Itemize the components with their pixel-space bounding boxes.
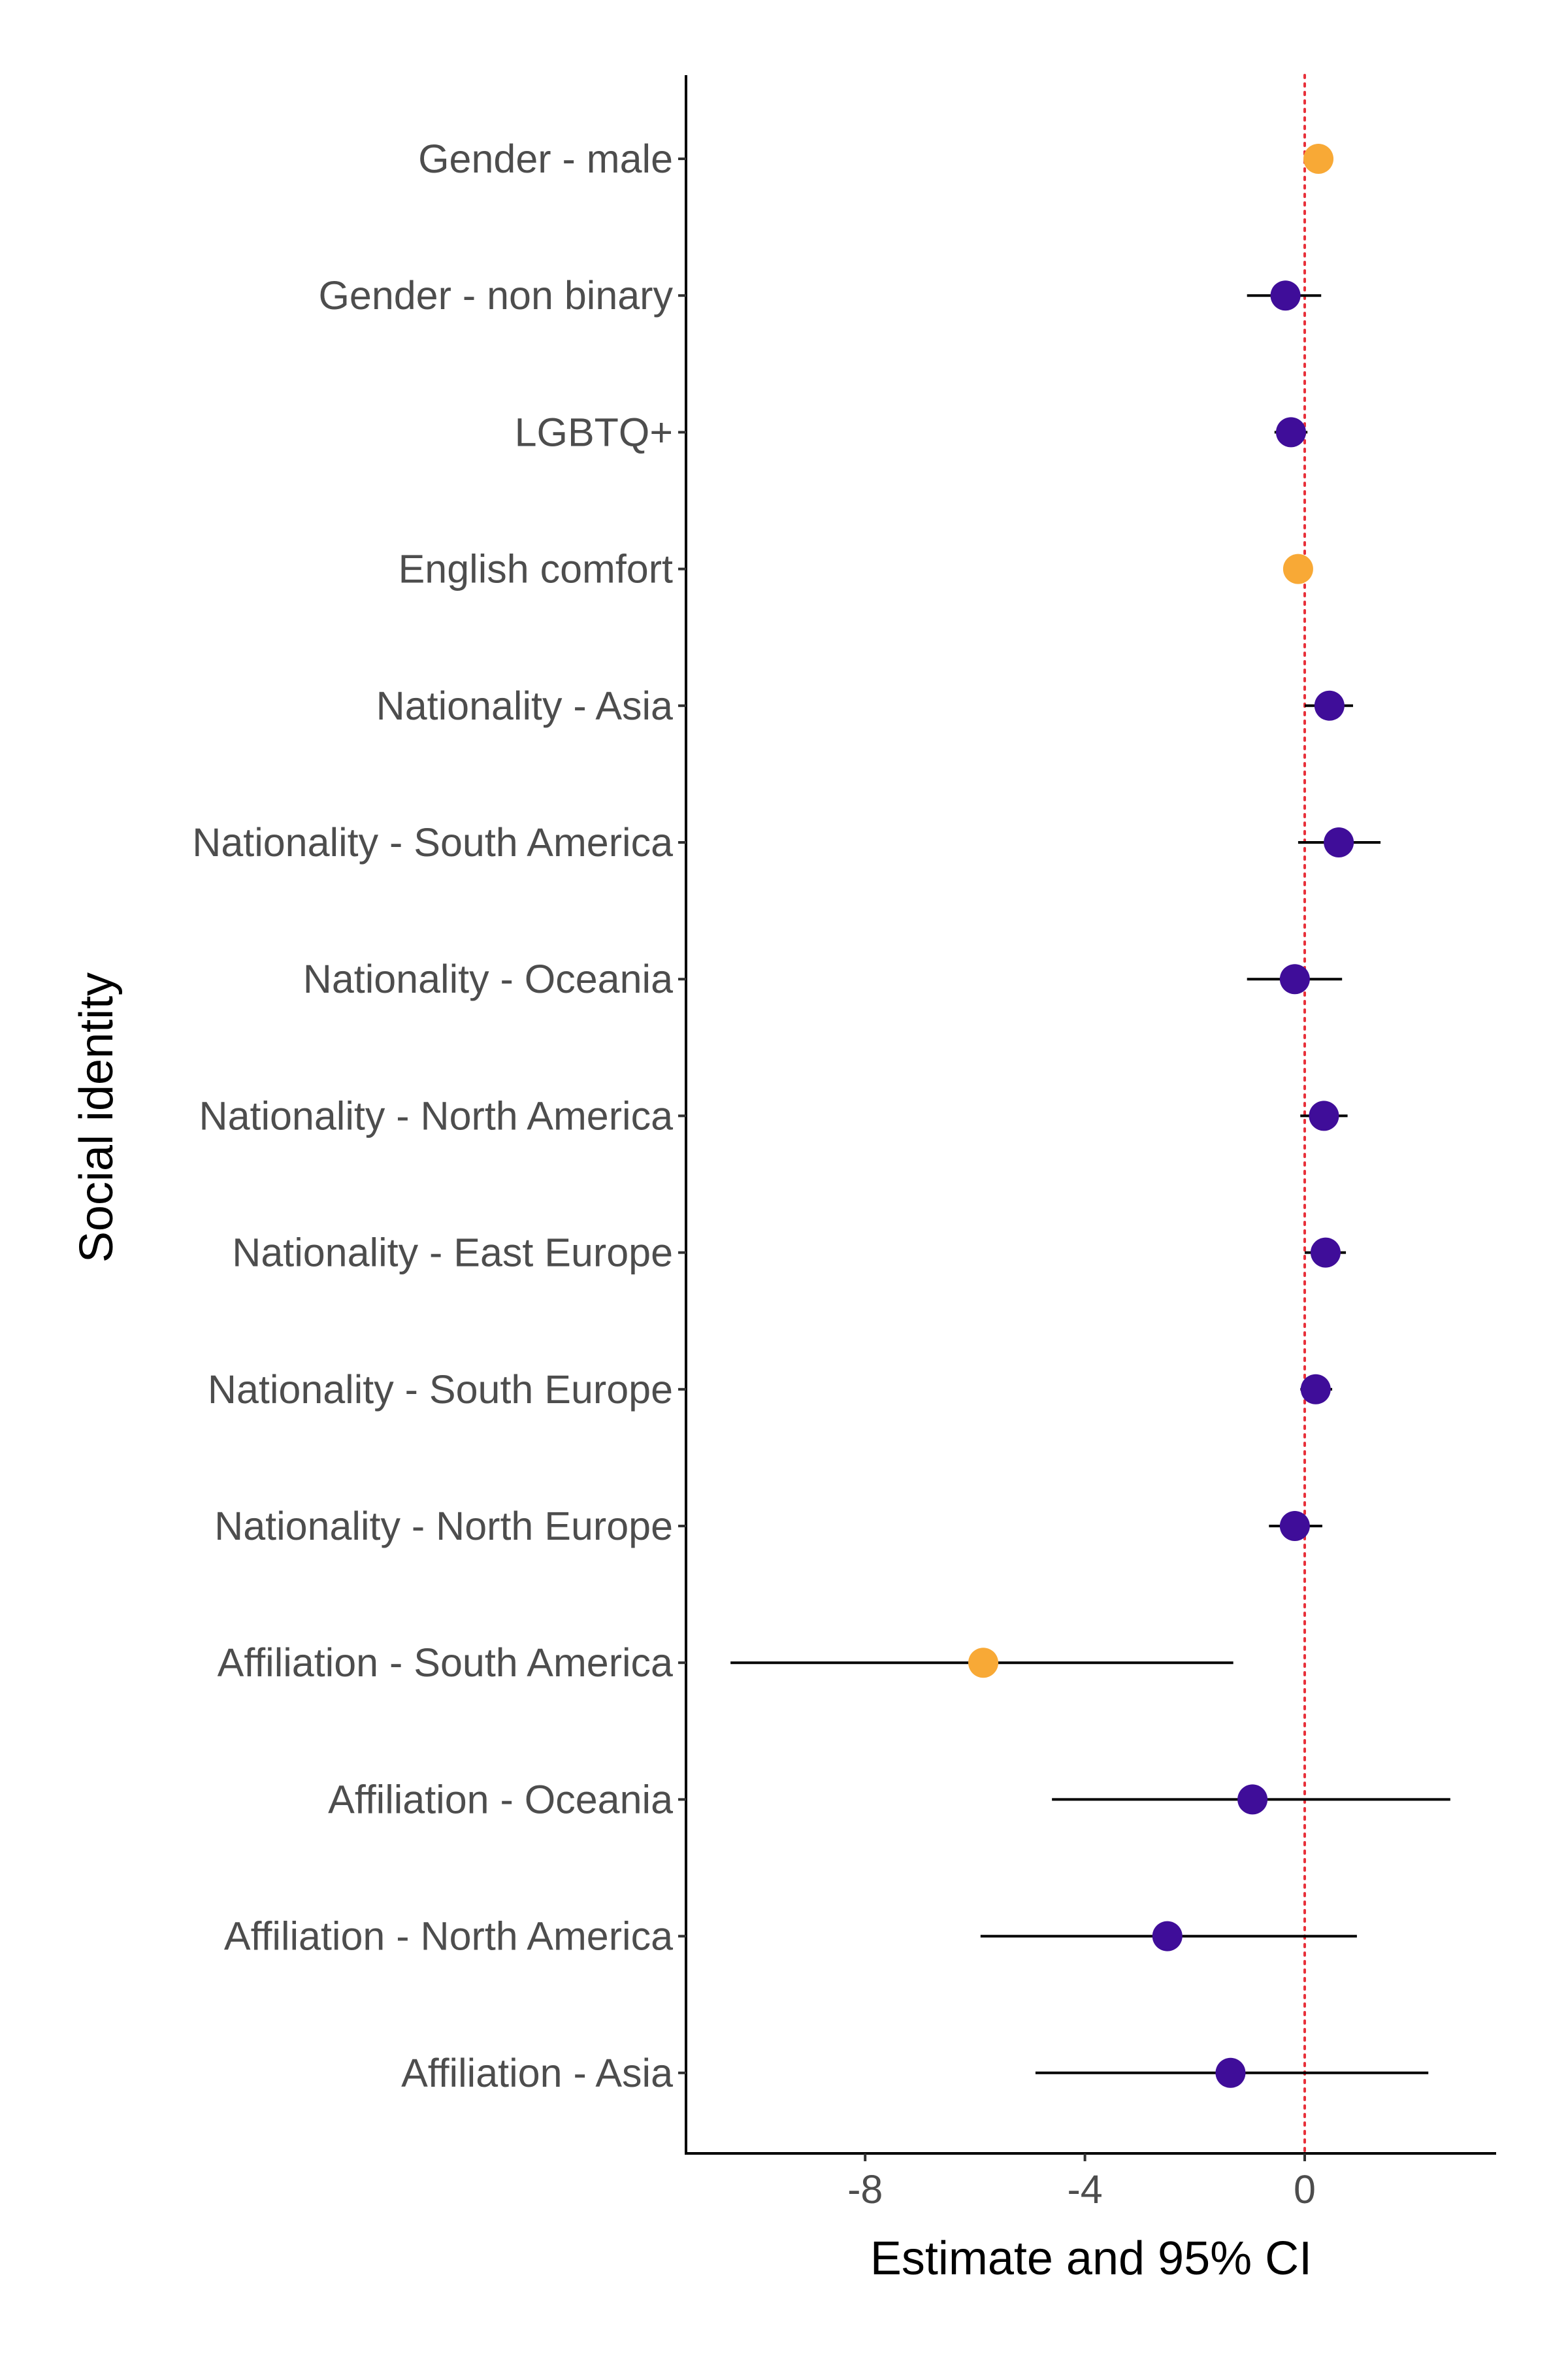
estimate-point bbox=[1303, 144, 1334, 174]
y-tick-label: Affiliation - South America bbox=[218, 1640, 673, 1685]
y-tick-label: Nationality - North Europe bbox=[214, 1504, 673, 1548]
estimate-point bbox=[1279, 964, 1310, 995]
estimate-point bbox=[1279, 1511, 1310, 1541]
plot-area bbox=[730, 74, 1450, 2155]
estimate-point bbox=[1270, 280, 1301, 311]
estimate-point bbox=[1310, 1237, 1341, 1268]
estimate-point bbox=[1152, 1921, 1183, 1951]
estimate-point bbox=[968, 1648, 999, 1678]
x-axis-title: Estimate and 95% CI bbox=[870, 2232, 1312, 2285]
y-tick-label: Gender - male bbox=[418, 137, 673, 181]
y-tick-label: Nationality - Oceania bbox=[303, 957, 673, 1001]
y-axis-title: Social identity bbox=[71, 972, 123, 1263]
estimate-point bbox=[1282, 554, 1313, 584]
y-tick-label: Affiliation - North America bbox=[224, 1914, 673, 1959]
y-tick-label: Gender - non binary bbox=[318, 273, 673, 318]
y-tick-label: Nationality - East Europe bbox=[232, 1231, 673, 1275]
y-tick-label: Nationality - Asia bbox=[376, 684, 673, 728]
x-tick-label: 0 bbox=[1294, 2167, 1316, 2212]
estimate-point bbox=[1215, 2057, 1246, 2088]
estimate-point bbox=[1309, 1101, 1339, 1131]
axes bbox=[685, 75, 1496, 2155]
y-tick-label: Affiliation - Asia bbox=[401, 2051, 673, 2095]
estimate-point bbox=[1324, 827, 1354, 857]
estimate-point bbox=[1275, 417, 1306, 448]
estimate-point bbox=[1314, 690, 1345, 721]
x-tick-label: -8 bbox=[847, 2167, 883, 2212]
y-tick-label: Affiliation - Oceania bbox=[328, 1777, 673, 1821]
estimate-point bbox=[1300, 1374, 1331, 1404]
y-tick-label: Nationality - North America bbox=[199, 1093, 674, 1138]
x-tick-label: -4 bbox=[1067, 2167, 1102, 2212]
x-tick-labels: -8 -4 0 bbox=[847, 2153, 1316, 2212]
estimate-point bbox=[1237, 1784, 1268, 1815]
y-tick-labels: Gender - male Gender - non binary LGBTQ+ En… bbox=[192, 137, 686, 2095]
y-tick-label: Nationality - South America bbox=[192, 820, 673, 865]
y-tick-label: LGBTQ+ bbox=[515, 410, 673, 454]
y-tick-label: Nationality - South Europe bbox=[208, 1367, 673, 1412]
y-tick-label: English comfort bbox=[399, 547, 673, 591]
